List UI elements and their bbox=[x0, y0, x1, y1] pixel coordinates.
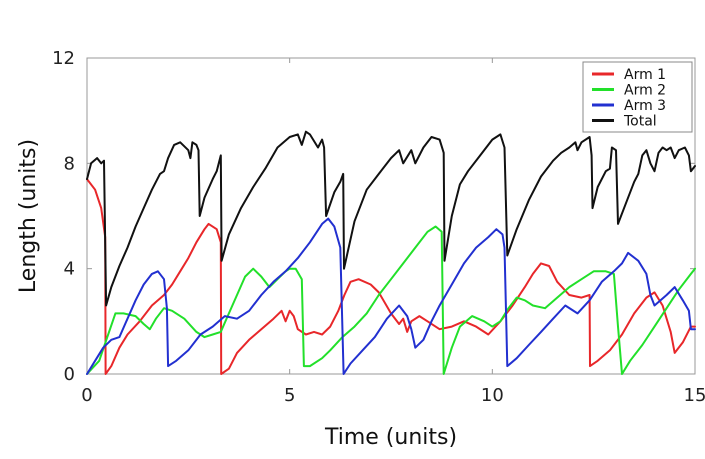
x-tick-label: 10 bbox=[481, 385, 504, 406]
y-axis-label: Length (units) bbox=[16, 139, 41, 293]
tick-labels: 0 5 10 15 0 4 8 12 bbox=[52, 48, 705, 406]
series-layer bbox=[86, 130, 696, 375]
legend-label-total: Total bbox=[623, 114, 657, 130]
x-tick-label: 15 bbox=[684, 385, 705, 406]
y-tick-label: 12 bbox=[52, 48, 75, 69]
series-line-arm-3 bbox=[86, 217, 696, 375]
legend-label-arm-2: Arm 2 bbox=[624, 83, 666, 99]
x-tick-label: 0 bbox=[81, 385, 92, 406]
legend-label-arm-1: Arm 1 bbox=[624, 67, 666, 83]
x-axis-label: Time (units) bbox=[324, 425, 457, 450]
y-tick-label: 0 bbox=[64, 364, 75, 385]
y-tick-label: 4 bbox=[64, 259, 75, 280]
y-tick-label: 8 bbox=[64, 153, 75, 174]
legend-label-arm-3: Arm 3 bbox=[624, 98, 666, 114]
series-line-total bbox=[86, 130, 696, 307]
series-line-arm-2 bbox=[86, 225, 696, 375]
x-tick-label: 5 bbox=[284, 385, 295, 406]
series-line-arm-1 bbox=[86, 178, 696, 375]
